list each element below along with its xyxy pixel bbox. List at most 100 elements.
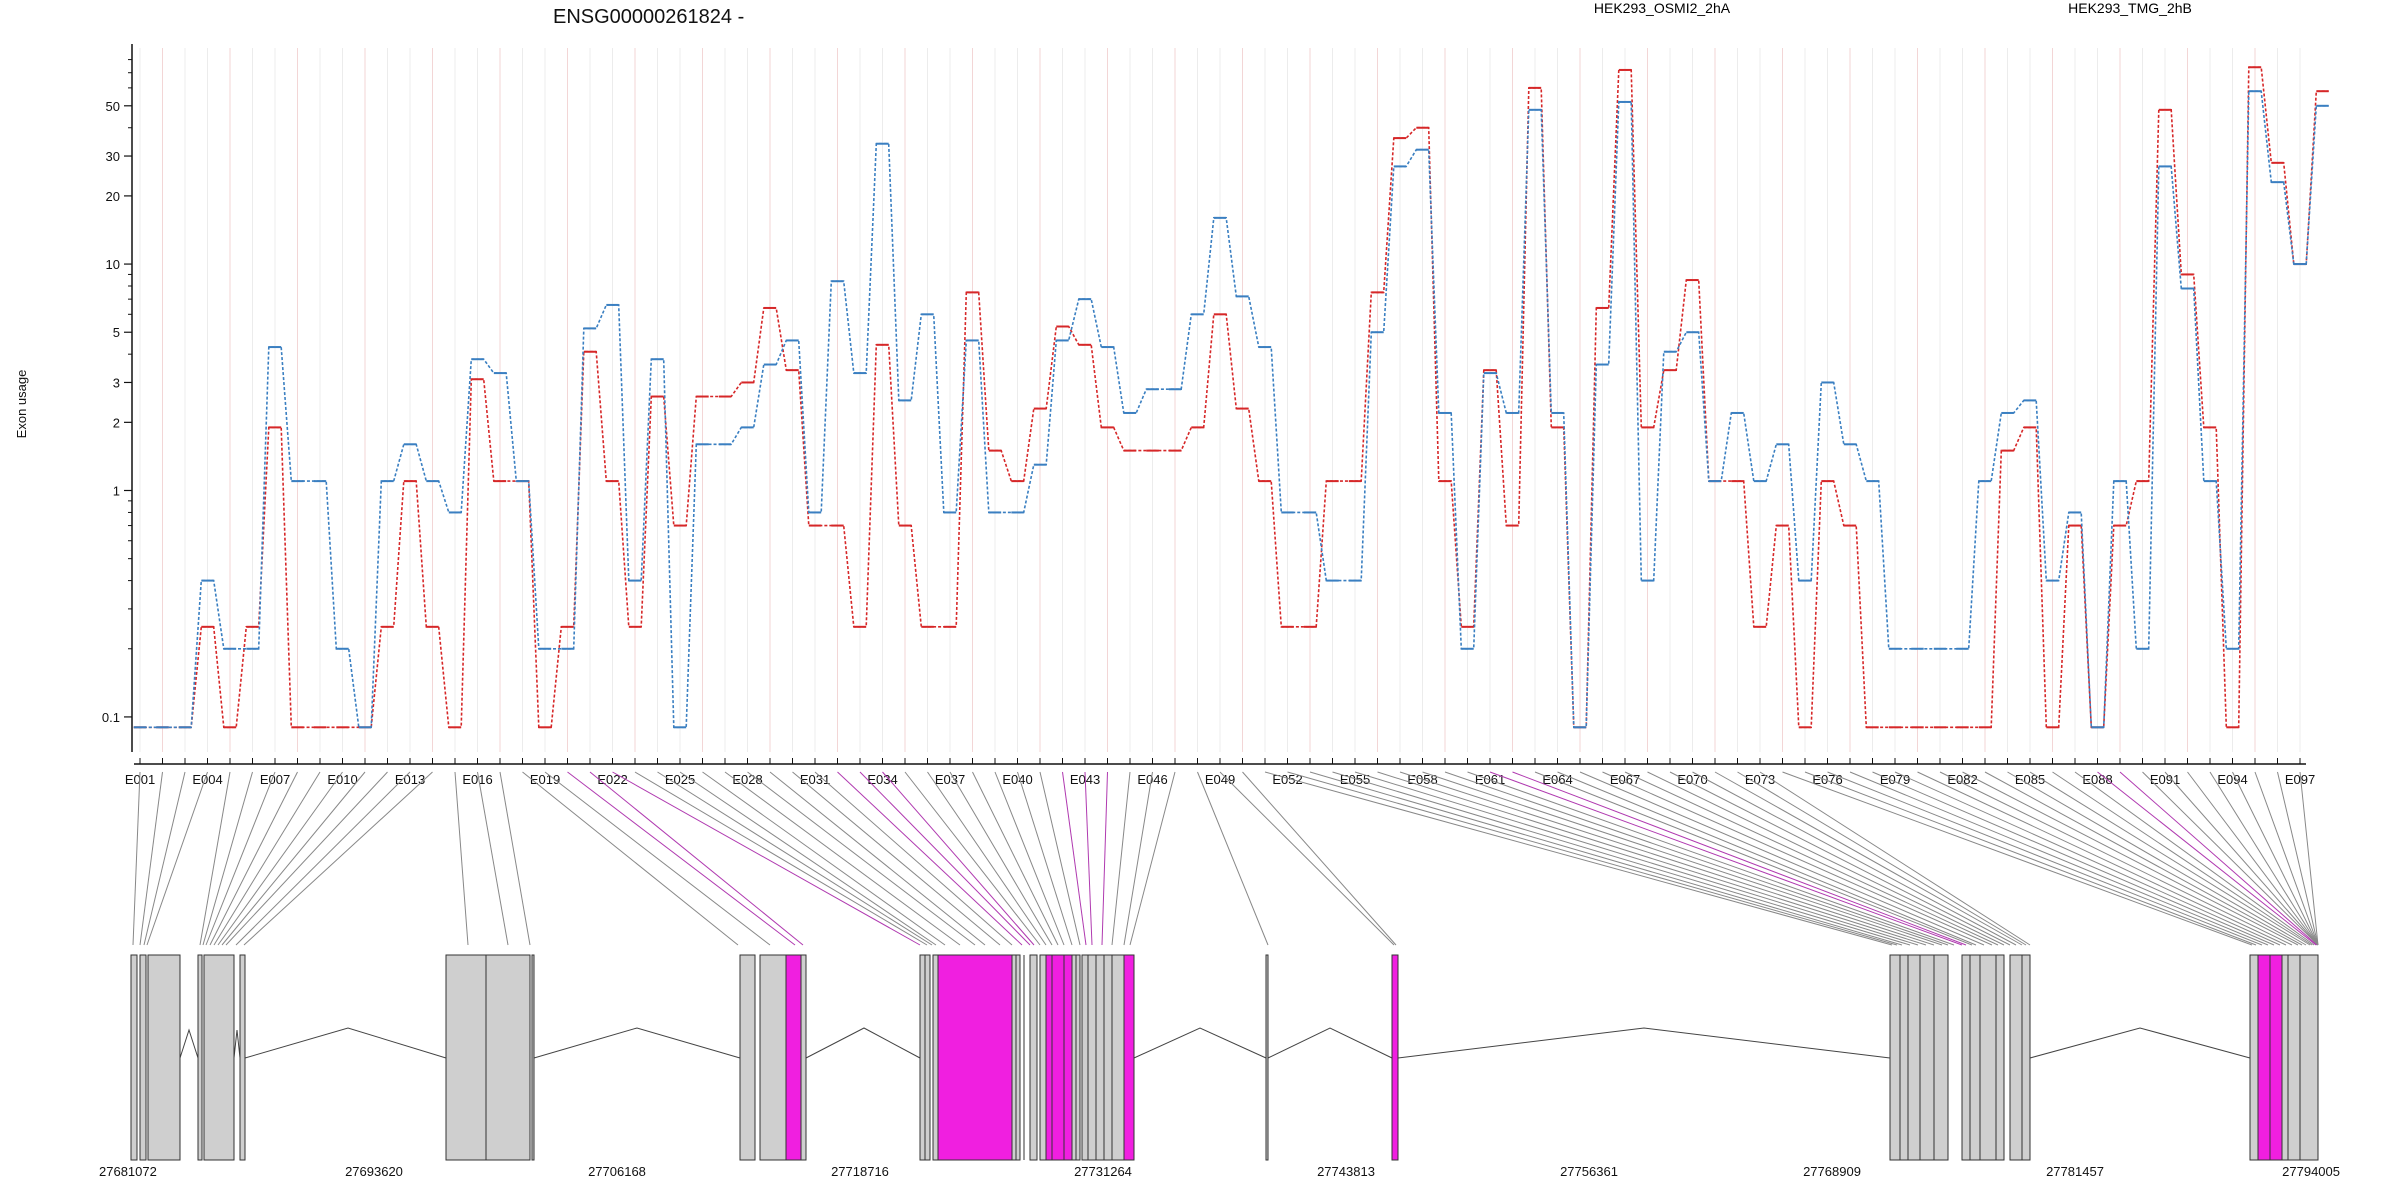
connector-line [1242,771,1397,946]
intron-line [533,1027,741,1059]
connector-line [747,771,976,946]
connector-line [1827,771,2263,946]
connector-line [225,771,388,946]
series-lines [133,66,2329,729]
y-axis: 0.1 1 2 3 5 10 20 30 50 [102,44,133,752]
connector-line [589,771,804,946]
exon-block [130,954,138,1161]
connector-line [544,771,771,946]
genomic-tick-label: 27781457 [2046,1164,2104,1179]
x-tick-label: E004 [192,772,222,787]
connector-line [2187,771,2319,946]
connector-line [1467,771,1955,946]
connector-line [1219,771,1395,946]
connector-line [217,771,343,946]
series-1 [133,66,2329,729]
connector-line [132,771,141,946]
connector-line [927,771,1047,946]
connector-line [2052,771,2313,946]
intron-line [1133,1027,1267,1059]
connector-line [882,771,1035,946]
connector-line [1062,771,1087,946]
connector-line [1399,771,1935,946]
y-axis-label: Exon usage [14,370,29,439]
connector-line [1804,771,2257,946]
x-tick-label: E010 [327,772,357,787]
legend-series-2: HEK293_TMG_2hB [2068,0,2192,16]
connector-line [454,771,469,946]
legend-series-1: HEK293_OSMI2_2hA [1594,0,1731,16]
y-tick-label: 20 [106,189,120,204]
exon-block-highlighted [937,954,1013,1161]
connector-line [2209,771,2319,946]
genomic-tick-label: 27681072 [99,1164,157,1179]
connector-line [143,771,186,946]
connector-line [1759,771,2031,946]
chart-title: ENSG00000261824 - [553,6,744,28]
connector-line [2007,771,2307,946]
exon-block [1995,954,2005,1161]
connector-line [209,771,298,946]
x-tick-label: E088 [2082,772,2112,787]
y-tick-label: 0.1 [102,710,120,725]
exon-block [445,954,487,1161]
x-tick-label: E082 [1947,772,1977,787]
exon-block-highlighted [1123,954,1135,1161]
connector-line [2277,771,2319,946]
connector-line [522,771,739,946]
connector-line [2254,771,2319,946]
intron-line [179,1028,199,1059]
genomic-tick-label: 27794005 [2282,1164,2340,1179]
x-tick-label: E079 [1880,772,1910,787]
connector-line [2232,771,2319,946]
connector-line [2029,771,2311,946]
exon-block [1039,954,1047,1161]
y-tick-label: 2 [113,415,120,430]
exon-connectors [132,771,2319,946]
connector-line [199,771,231,946]
connector-line [213,771,321,946]
connector-line [1602,771,1993,946]
connector-line [1287,771,1898,946]
x-tick-label: E049 [1205,772,1235,787]
gene-model [130,954,2319,1161]
x-tick-label: E022 [597,772,627,787]
connector-line [1309,771,1903,946]
connector-line [1647,771,2005,946]
connector-line [2119,771,2318,946]
connector-line [1714,771,2023,946]
intron-line [233,1029,241,1059]
exon-block [2021,954,2031,1161]
exon-block [932,954,939,1161]
x-tick-label: E094 [2217,772,2247,787]
connector-line [205,771,276,946]
intron-line [805,1027,921,1059]
connector-line [235,771,411,946]
exon-block-highlighted [1391,954,1399,1161]
intron-line [1397,1027,1891,1059]
connector-line [1557,771,1977,946]
x-tick-label: E052 [1272,772,1302,787]
connector-line [1534,771,1973,946]
connector-line [1084,771,1093,946]
exon-block-highlighted [1045,954,1073,1161]
connector-line [1579,771,1985,946]
genomic-tick-label: 27731264 [1074,1164,1132,1179]
exon-block-highlighted [785,954,802,1161]
y-tick-label: 1 [113,483,120,498]
connector-line [477,771,509,946]
connector-line [1512,771,1967,946]
exon-block [1265,954,1269,1161]
connector-line [499,771,531,946]
exon-block [1899,954,1935,1161]
connector-line [1129,771,1176,946]
genomic-tick-label: 27756361 [1560,1164,1618,1179]
connector-line [1669,771,2011,946]
x-tick-label: E091 [2150,772,2180,787]
connector-line [1264,771,1893,946]
connector-line [139,771,163,946]
exon-block [2249,954,2259,1161]
exon-block [2299,954,2319,1161]
y-tick-label: 3 [113,375,120,390]
connector-line [657,771,933,946]
